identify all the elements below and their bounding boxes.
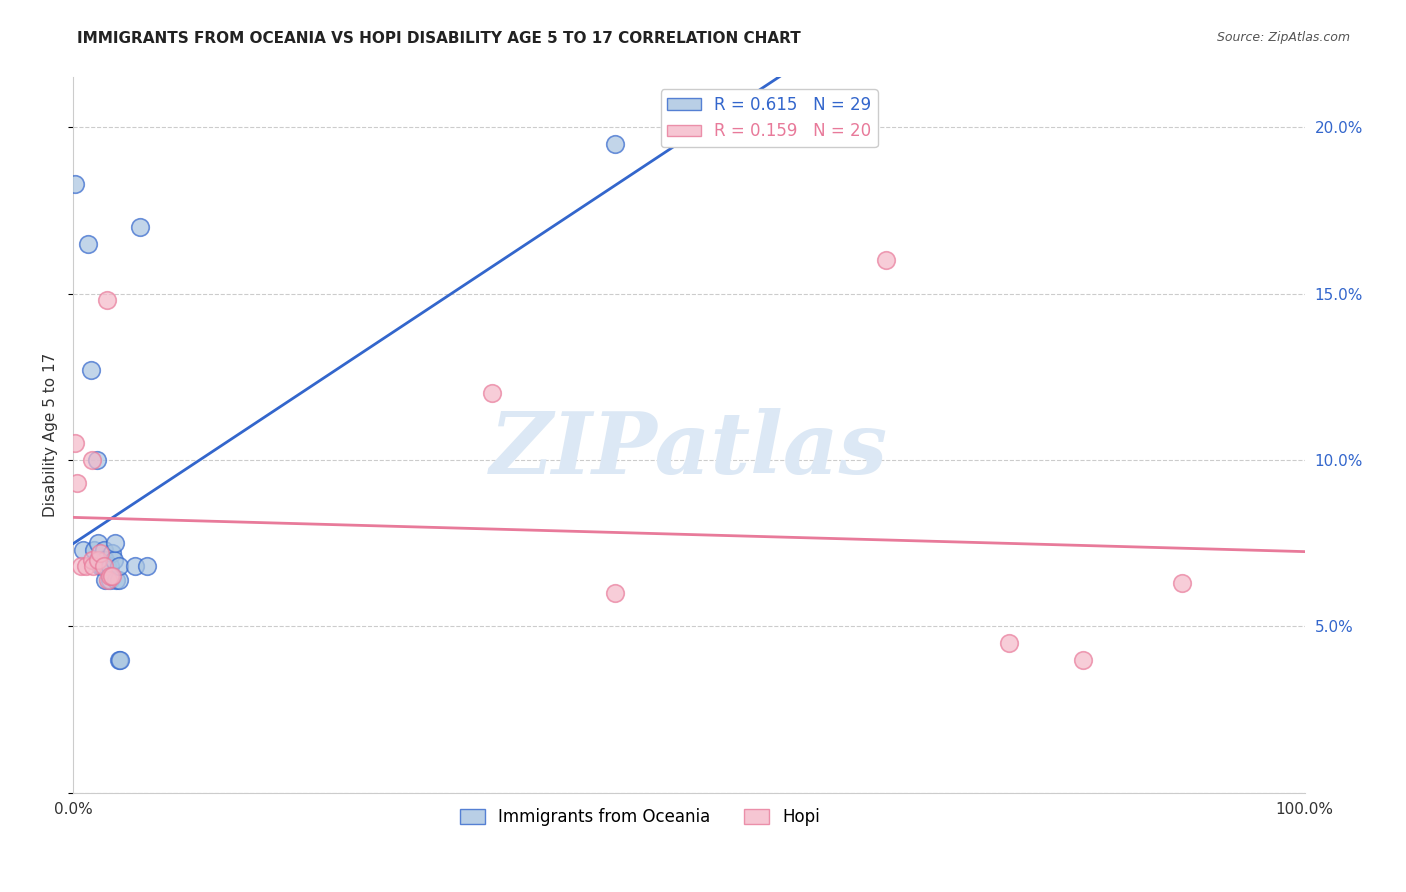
Point — [94, 573, 117, 587]
Point — [93, 559, 115, 574]
Point — [108, 559, 131, 574]
Point — [94, 553, 117, 567]
Point — [481, 386, 503, 401]
Point — [86, 453, 108, 467]
Point — [96, 559, 118, 574]
Point — [136, 559, 159, 574]
Point — [875, 253, 897, 268]
Point — [82, 559, 104, 574]
Point — [72, 542, 94, 557]
Point — [605, 586, 627, 600]
Point — [87, 553, 110, 567]
Point — [79, 363, 101, 377]
Point — [100, 546, 122, 560]
Point — [128, 220, 150, 235]
Point — [108, 652, 131, 666]
Legend: Immigrants from Oceania, Hopi: Immigrants from Oceania, Hopi — [451, 800, 828, 834]
Point — [96, 293, 118, 308]
Point — [98, 569, 121, 583]
Point — [87, 536, 110, 550]
Point — [1170, 576, 1192, 591]
Point — [93, 542, 115, 557]
Point — [77, 236, 100, 251]
Point — [98, 559, 121, 574]
Y-axis label: Disability Age 5 to 17: Disability Age 5 to 17 — [44, 353, 58, 517]
Point — [100, 569, 122, 583]
Point — [63, 436, 86, 450]
Text: ZIPatlas: ZIPatlas — [491, 408, 889, 491]
Point — [998, 636, 1021, 650]
Point — [605, 136, 627, 151]
Point — [83, 542, 105, 557]
Point — [98, 573, 121, 587]
Point — [69, 559, 91, 574]
Point — [63, 177, 86, 191]
Text: Source: ZipAtlas.com: Source: ZipAtlas.com — [1216, 31, 1350, 45]
Point — [97, 573, 120, 587]
Point — [80, 553, 103, 567]
Point — [89, 559, 111, 574]
Point — [90, 559, 112, 574]
Point — [105, 573, 128, 587]
Point — [108, 652, 131, 666]
Text: IMMIGRANTS FROM OCEANIA VS HOPI DISABILITY AGE 5 TO 17 CORRELATION CHART: IMMIGRANTS FROM OCEANIA VS HOPI DISABILI… — [77, 31, 801, 46]
Point — [66, 476, 89, 491]
Point — [124, 559, 146, 574]
Point — [80, 453, 103, 467]
Point — [1071, 652, 1094, 666]
Point — [75, 559, 97, 574]
Point — [89, 553, 111, 567]
Point — [103, 553, 125, 567]
Point — [89, 546, 111, 560]
Point — [108, 573, 131, 587]
Point — [89, 553, 111, 567]
Point — [104, 536, 127, 550]
